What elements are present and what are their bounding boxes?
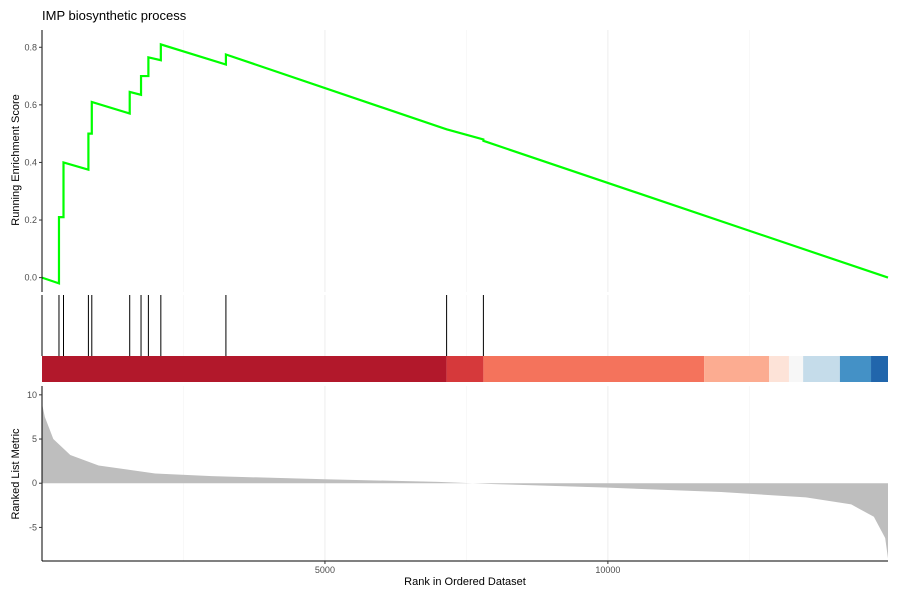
- heat-strip-segment: [803, 356, 840, 382]
- chart-title: IMP biosynthetic process: [42, 8, 187, 23]
- ranked-y-tick-label: 0: [32, 478, 37, 488]
- heat-strip-segment: [788, 356, 804, 382]
- axes-layer: 0.0 0.2 0.4 0.6 0.8 -5 0 5 10 5000 10000: [24, 30, 888, 575]
- line-layer: [41, 42, 889, 285]
- x-axis-label: Rank in Ordered Dataset: [404, 576, 526, 588]
- grid-layer: [183, 30, 750, 561]
- heat-strip-segment: [839, 356, 872, 382]
- area-layer: [42, 403, 888, 559]
- hits-layer: [58, 295, 484, 356]
- ranked-metric-area: [42, 403, 888, 559]
- heat-strip-segment: [704, 356, 770, 382]
- enrichment-y-axis-label: Running Enrichment Score: [10, 94, 22, 226]
- heat-strip-segment: [769, 356, 789, 382]
- heat-strip-segment: [446, 356, 484, 382]
- ranked-y-axis-label: Ranked List Metric: [10, 428, 22, 520]
- x-tick-label: 10000: [595, 565, 620, 575]
- enrichment-score-line: [41, 42, 889, 285]
- enrichment-y-tick-label: 0.8: [24, 42, 37, 52]
- x-tick-label: 5000: [315, 565, 335, 575]
- strip-layer: [42, 356, 888, 382]
- ranked-y-tick-label: 10: [27, 390, 37, 400]
- enrichment-y-tick-label: 0.0: [24, 273, 37, 283]
- heat-strip-segment: [42, 356, 447, 382]
- enrichment-y-tick-label: 0.2: [24, 215, 37, 225]
- enrichment-y-tick-label: 0.6: [24, 100, 37, 110]
- ranked-y-tick-label: 5: [32, 434, 37, 444]
- enrichment-y-tick-label: 0.4: [24, 157, 37, 167]
- ranked-y-tick-label: -5: [29, 522, 37, 532]
- heat-strip-segment: [483, 356, 705, 382]
- heat-strip-segment: [871, 356, 888, 382]
